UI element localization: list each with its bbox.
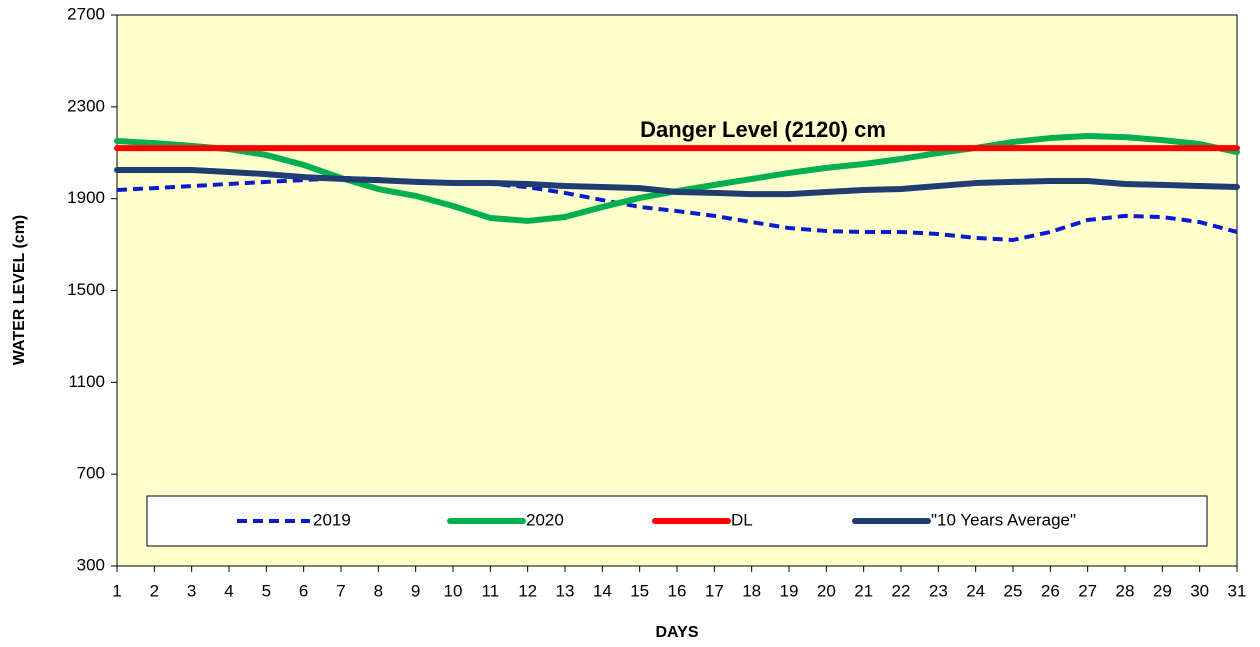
x-tick-label: 16 xyxy=(668,581,687,600)
y-tick-label: 1500 xyxy=(67,280,105,299)
x-tick-label: 30 xyxy=(1190,581,1209,600)
x-tick-label: 27 xyxy=(1078,581,1097,600)
x-tick-label: 13 xyxy=(556,581,575,600)
y-axis-label: WATER LEVEL (cm) xyxy=(11,215,28,366)
y-tick-label: 2700 xyxy=(67,4,105,23)
legend-label: DL xyxy=(731,510,753,529)
x-tick-label: 31 xyxy=(1228,581,1247,600)
x-tick-label: 7 xyxy=(336,581,345,600)
x-tick-label: 1 xyxy=(112,581,121,600)
x-tick-label: 28 xyxy=(1116,581,1135,600)
x-tick-label: 2 xyxy=(150,581,159,600)
x-tick-label: 25 xyxy=(1004,581,1023,600)
legend-label: 2019 xyxy=(313,510,351,529)
x-tick-label: 18 xyxy=(742,581,761,600)
x-tick-label: 14 xyxy=(593,581,612,600)
line-series xyxy=(116,176,1238,242)
x-tick-label: 3 xyxy=(187,581,196,600)
x-tick-label: 6 xyxy=(299,581,308,600)
legend-label: 2020 xyxy=(526,510,564,529)
x-tick-label: 21 xyxy=(854,581,873,600)
x-tick-label: 19 xyxy=(780,581,799,600)
x-tick-label: 4 xyxy=(224,581,233,600)
x-tick-label: 23 xyxy=(929,581,948,600)
y-tick-label: 700 xyxy=(77,464,105,483)
x-tick-label: 15 xyxy=(630,581,649,600)
y-tick-label: 1100 xyxy=(68,372,105,391)
y-tick-label: 2300 xyxy=(67,96,105,115)
x-tick-label: 24 xyxy=(966,581,985,600)
annotation: Danger Level (2120) cm xyxy=(640,117,886,142)
x-axis-label: DAYS xyxy=(656,624,699,641)
legend-label: "10 Years Average" xyxy=(931,510,1076,529)
y-tick-label: 300 xyxy=(77,555,105,574)
x-tick-label: 17 xyxy=(705,581,724,600)
x-tick-label: 29 xyxy=(1153,581,1172,600)
x-tick-label: 12 xyxy=(518,581,537,600)
x-tick-label: 20 xyxy=(817,581,836,600)
line-series xyxy=(114,166,1240,198)
x-tick-label: 9 xyxy=(411,581,420,600)
plot-area xyxy=(116,14,1238,567)
x-tick-label: 22 xyxy=(892,581,911,600)
y-tick-label: 1900 xyxy=(67,188,105,207)
x-tick-label: 10 xyxy=(444,581,463,600)
x-tick-label: 11 xyxy=(482,581,500,600)
x-tick-label: 5 xyxy=(262,581,271,600)
x-tick-label: 26 xyxy=(1041,581,1060,600)
x-tick-label: 8 xyxy=(374,581,383,600)
